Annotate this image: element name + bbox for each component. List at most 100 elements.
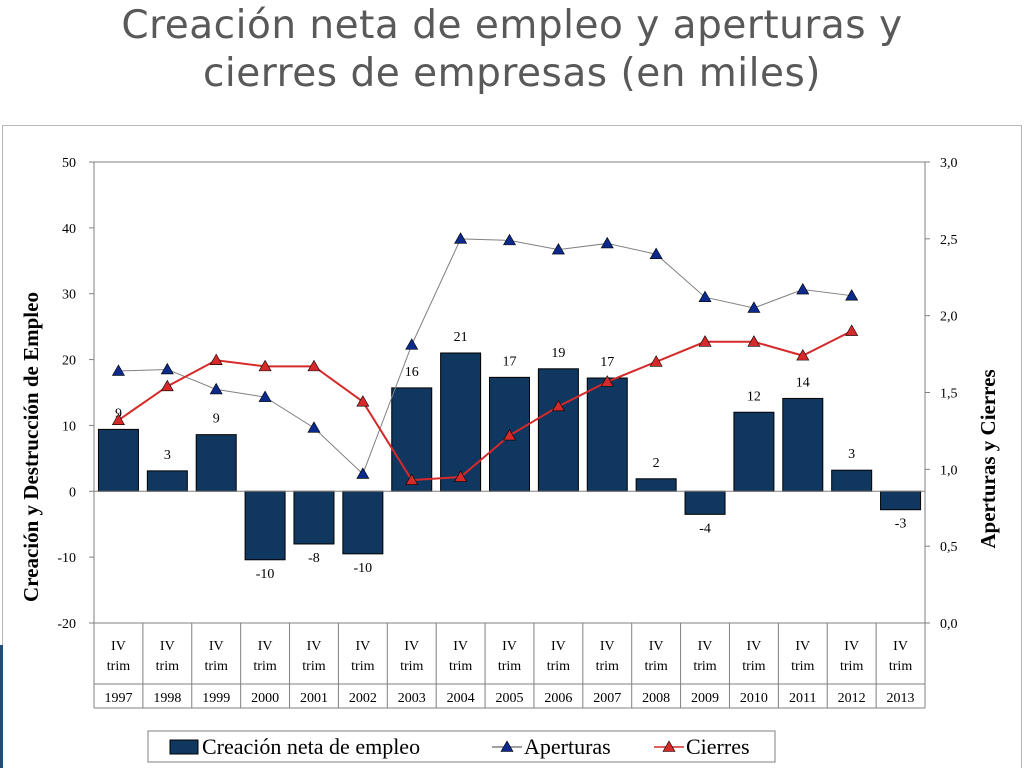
bar-data-label: 2	[653, 456, 660, 471]
point-aperturas	[649, 247, 663, 260]
point-cierres	[356, 395, 370, 407]
point-cierres	[209, 353, 223, 366]
x-period-label: IV	[698, 639, 713, 654]
x-tick-label: 2004	[447, 691, 475, 706]
y-left-tick-label: 10	[62, 419, 76, 434]
x-period-label: IV	[600, 639, 615, 654]
point-cierres	[160, 379, 174, 392]
legend-label: Cierres	[686, 734, 750, 759]
x-period-label: trim	[547, 659, 570, 674]
x-period-label: trim	[253, 659, 276, 674]
x-period-label: trim	[107, 659, 130, 674]
x-period-label: trim	[156, 659, 179, 674]
x-tick-label: 1999	[202, 691, 230, 706]
x-period-label: IV	[209, 639, 224, 654]
x-period-label: trim	[449, 659, 472, 674]
slide-edge-accent	[0, 645, 3, 768]
bar	[733, 411, 775, 492]
point-cierres	[502, 428, 517, 441]
x-period-label: IV	[747, 639, 762, 654]
bar-data-label: 14	[796, 375, 810, 390]
y-left-tick-label: -10	[57, 551, 76, 566]
y-right-tick-label: 2,0	[940, 310, 958, 325]
legend-label: Creación neta de empleo	[202, 734, 420, 759]
x-period-label: trim	[302, 659, 325, 674]
x-period-label: trim	[205, 659, 228, 674]
bar-data-label: 21	[454, 330, 468, 345]
point-aperturas	[551, 242, 565, 255]
legend-label: Aperturas	[524, 734, 611, 759]
y-left-tick-label: 20	[62, 354, 76, 369]
y-right-tick-label: 1,5	[940, 387, 958, 402]
x-period-label: trim	[498, 659, 521, 674]
x-tick-label: 2007	[593, 691, 621, 706]
point-aperturas	[600, 236, 614, 249]
series-line-cierres	[117, 330, 853, 482]
point-cierres	[307, 359, 321, 372]
x-tick-label: 2005	[496, 691, 524, 706]
x-period-label: trim	[596, 659, 619, 674]
x-tick-label: 2012	[838, 691, 866, 706]
bar-data-label: 3	[848, 447, 855, 462]
chart-frame	[2, 125, 1022, 768]
point-aperturas	[845, 289, 859, 301]
point-aperturas	[698, 290, 712, 303]
bar	[782, 397, 824, 492]
bar	[684, 490, 726, 515]
y-right-tick-label: 3,0	[940, 156, 958, 171]
x-period-label: IV	[844, 639, 859, 654]
x-period-label: IV	[307, 639, 322, 654]
bar	[146, 470, 188, 492]
bar	[195, 434, 237, 492]
y-right-tick-label: 1,0	[940, 463, 958, 478]
legend-swatch-marker	[500, 740, 514, 752]
y-left-tick-label: -20	[57, 617, 76, 632]
point-aperturas	[747, 301, 761, 313]
bar	[97, 428, 139, 492]
x-period-label: IV	[355, 639, 370, 654]
point-cierres	[845, 324, 859, 336]
point-cierres	[796, 349, 810, 361]
bar	[293, 490, 335, 545]
x-period-label: IV	[795, 639, 810, 654]
bar-data-label: -4	[699, 521, 711, 536]
y-axis-left-label: Creación y Destrucción de Empleo	[19, 292, 43, 602]
bar	[537, 368, 579, 492]
x-period-label: trim	[351, 659, 374, 674]
point-cierres	[649, 355, 663, 367]
point-cierres	[405, 473, 419, 485]
y-right-tick-label: 2,5	[940, 233, 958, 248]
x-tick-label: 2001	[300, 691, 328, 706]
bar	[440, 352, 482, 492]
x-tick-label: 2009	[691, 691, 719, 706]
x-tick-label: 2008	[642, 691, 670, 706]
title-line-2: cierres de empresas (en miles)	[202, 51, 821, 96]
bar	[586, 377, 628, 492]
x-tick-label: 2002	[349, 691, 377, 706]
x-period-label: IV	[502, 639, 517, 654]
x-tick-label: 1998	[153, 691, 181, 706]
point-cierres	[258, 359, 272, 372]
bar	[244, 490, 286, 561]
point-aperturas	[405, 338, 419, 350]
x-period-label: trim	[693, 659, 716, 674]
point-cierres	[111, 413, 125, 425]
bar	[635, 478, 677, 492]
bar-data-label: 17	[503, 354, 517, 369]
title-line-1: Creación neta de empleo y aperturas y	[121, 3, 903, 48]
point-cierres	[454, 470, 468, 482]
x-period-label: IV	[453, 639, 468, 654]
x-period-label: IV	[649, 639, 664, 654]
bar-data-label: -10	[256, 567, 275, 582]
bar-data-label: 16	[405, 365, 419, 380]
x-period-label: IV	[893, 639, 908, 654]
bar-data-label: -3	[895, 517, 907, 532]
bar-data-label: 17	[600, 355, 614, 370]
point-cierres	[600, 375, 614, 387]
x-tick-label: 2003	[398, 691, 426, 706]
point-aperturas	[209, 382, 223, 395]
point-aperturas	[160, 362, 174, 375]
x-tick-label: 2000	[251, 691, 279, 706]
point-aperturas	[796, 282, 810, 295]
